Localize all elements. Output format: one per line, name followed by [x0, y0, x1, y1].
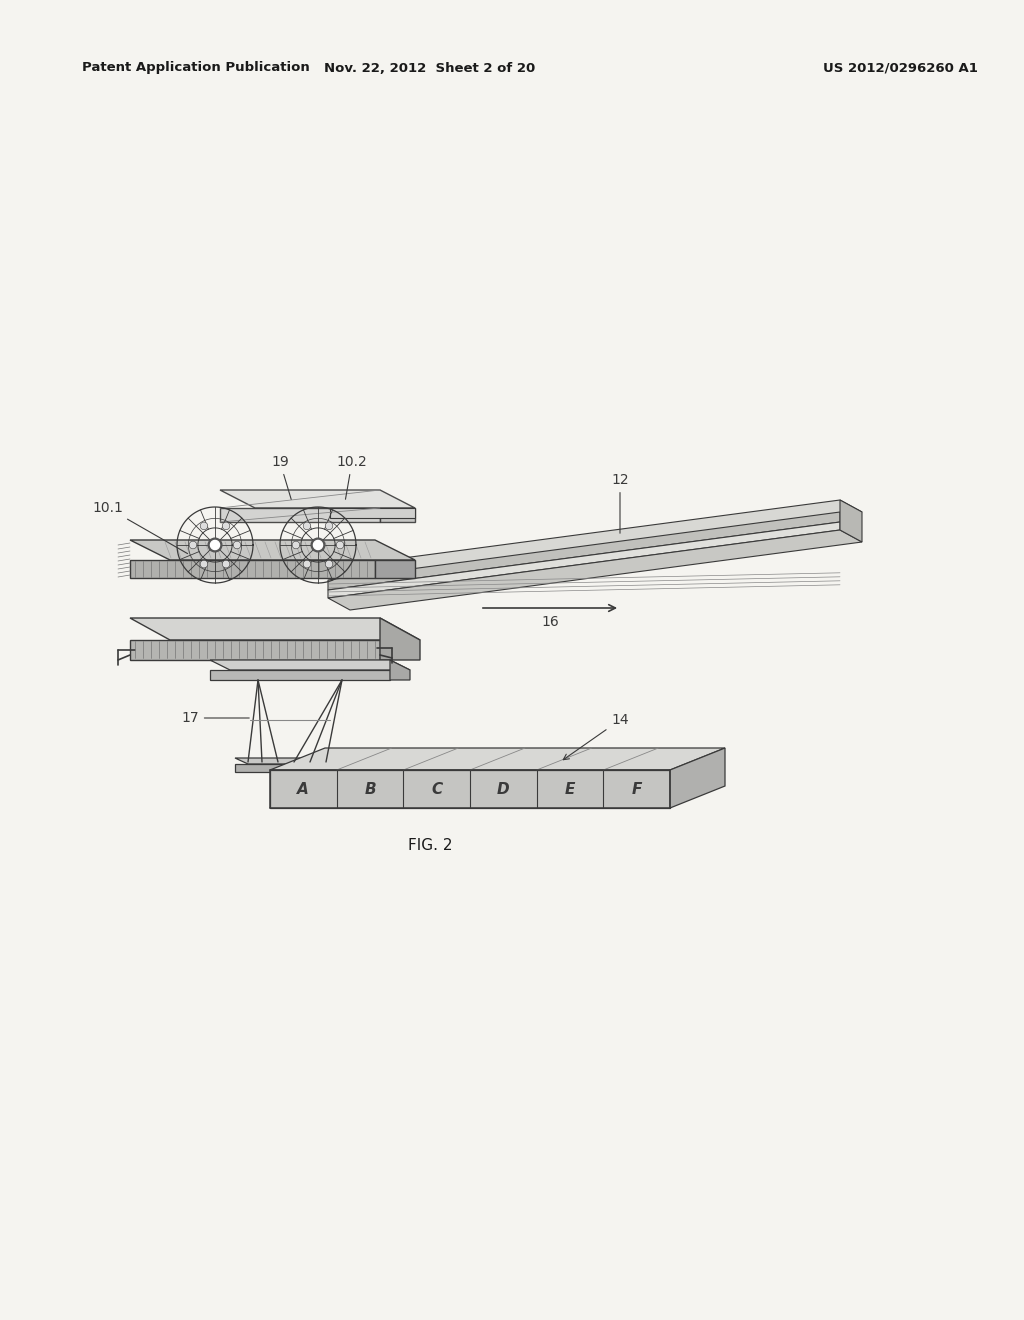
- Polygon shape: [328, 521, 840, 598]
- Polygon shape: [130, 618, 420, 640]
- Circle shape: [189, 541, 197, 549]
- Circle shape: [208, 539, 222, 552]
- Polygon shape: [380, 508, 415, 521]
- Text: 10.2: 10.2: [337, 455, 368, 499]
- Polygon shape: [130, 540, 415, 560]
- Polygon shape: [380, 618, 420, 660]
- Text: 14: 14: [563, 713, 629, 760]
- Circle shape: [211, 540, 219, 549]
- Text: US 2012/0296260 A1: US 2012/0296260 A1: [822, 62, 978, 74]
- Text: Nov. 22, 2012  Sheet 2 of 20: Nov. 22, 2012 Sheet 2 of 20: [325, 62, 536, 74]
- Text: 16: 16: [541, 615, 559, 630]
- Text: 12: 12: [611, 473, 629, 533]
- Text: E: E: [565, 781, 575, 796]
- Circle shape: [222, 523, 229, 529]
- Text: C: C: [431, 781, 442, 796]
- Polygon shape: [210, 671, 390, 680]
- Polygon shape: [220, 490, 415, 508]
- Circle shape: [292, 541, 300, 549]
- Polygon shape: [210, 660, 410, 671]
- Polygon shape: [328, 512, 840, 590]
- Polygon shape: [375, 560, 415, 578]
- Circle shape: [233, 541, 241, 549]
- Polygon shape: [234, 758, 358, 764]
- Text: D: D: [497, 781, 510, 796]
- Polygon shape: [670, 748, 725, 808]
- Polygon shape: [270, 748, 725, 770]
- Text: Patent Application Publication: Patent Application Publication: [82, 62, 309, 74]
- Circle shape: [311, 539, 325, 552]
- Circle shape: [200, 560, 208, 568]
- Text: 17: 17: [181, 711, 249, 725]
- Circle shape: [200, 523, 208, 529]
- Polygon shape: [220, 508, 380, 521]
- Polygon shape: [270, 770, 670, 808]
- Text: F: F: [632, 781, 642, 796]
- Circle shape: [303, 523, 310, 529]
- Circle shape: [326, 560, 333, 568]
- Polygon shape: [840, 500, 862, 543]
- Polygon shape: [234, 764, 345, 772]
- Polygon shape: [328, 531, 862, 610]
- Text: B: B: [365, 781, 376, 796]
- Text: FIG. 2: FIG. 2: [408, 837, 453, 853]
- Text: 19: 19: [271, 455, 291, 499]
- Circle shape: [326, 523, 333, 529]
- Circle shape: [313, 540, 323, 549]
- Circle shape: [336, 541, 344, 549]
- Polygon shape: [330, 508, 415, 517]
- Polygon shape: [130, 560, 375, 578]
- Circle shape: [303, 560, 310, 568]
- Polygon shape: [130, 640, 380, 660]
- Polygon shape: [328, 500, 862, 579]
- Text: A: A: [297, 781, 309, 796]
- Polygon shape: [390, 660, 410, 680]
- Text: 10.1: 10.1: [92, 502, 187, 553]
- Circle shape: [222, 560, 229, 568]
